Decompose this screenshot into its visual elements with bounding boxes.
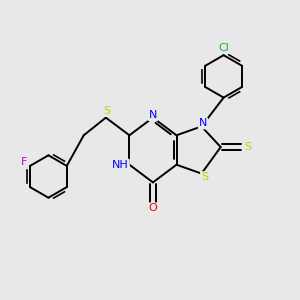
Text: S: S (201, 172, 208, 182)
Text: S: S (104, 106, 111, 116)
Text: F: F (20, 157, 27, 167)
Text: O: O (148, 203, 157, 213)
Text: N: N (199, 118, 207, 128)
Text: S: S (244, 142, 252, 152)
Text: Cl: Cl (218, 43, 229, 53)
Text: NH: NH (112, 160, 129, 170)
Text: N: N (149, 110, 157, 120)
